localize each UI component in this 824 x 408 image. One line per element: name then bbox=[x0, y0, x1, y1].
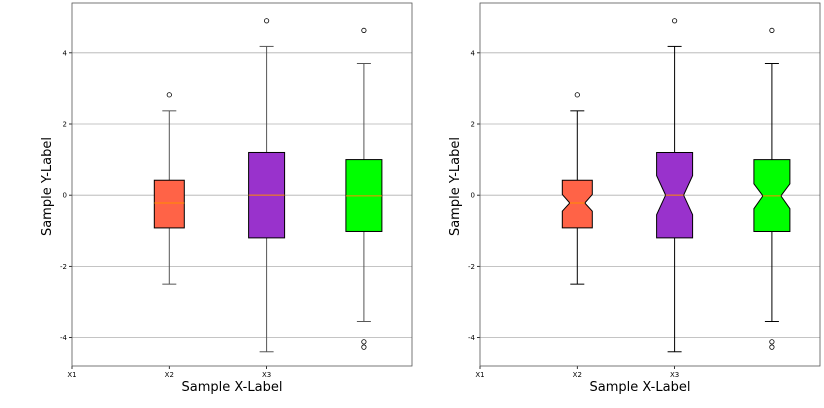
flier-point bbox=[769, 344, 775, 350]
x-tick-label: X1 bbox=[475, 371, 484, 379]
y-tick-label: 0 bbox=[63, 192, 67, 200]
flier-point bbox=[671, 18, 678, 24]
y-tick-label: -4 bbox=[60, 334, 68, 342]
flier-point bbox=[166, 92, 172, 98]
x-axis-label: Sample X-Label bbox=[182, 380, 283, 395]
x-tick-label: X3 bbox=[262, 371, 271, 379]
y-tick-label: 0 bbox=[471, 192, 475, 200]
x-tick-label: X2 bbox=[573, 371, 582, 379]
flier-point bbox=[263, 18, 270, 24]
flier-point bbox=[769, 339, 775, 345]
y-tick-label: 2 bbox=[471, 121, 475, 129]
y-axis-label: Sample Y-Label bbox=[448, 137, 463, 236]
x-tick-label: X1 bbox=[67, 371, 76, 379]
flier-point bbox=[769, 27, 775, 34]
notched-box bbox=[561, 179, 593, 229]
axes-frame bbox=[71, 2, 413, 367]
flier-point bbox=[361, 339, 367, 345]
y-axis-label: Sample Y-Label bbox=[40, 137, 55, 236]
box bbox=[153, 179, 185, 229]
y-tick-label: 4 bbox=[63, 49, 68, 57]
x-tick-label: X2 bbox=[165, 371, 174, 379]
y-tick-label: -2 bbox=[60, 263, 67, 271]
flier-point bbox=[361, 344, 367, 350]
axes-frame bbox=[479, 2, 821, 367]
flier-point bbox=[361, 27, 367, 34]
flier-point bbox=[574, 92, 580, 98]
y-tick-label: -2 bbox=[468, 263, 475, 271]
y-tick-label: -4 bbox=[468, 334, 476, 342]
x-axis-label: Sample X-Label bbox=[590, 380, 691, 395]
y-tick-label: 2 bbox=[63, 121, 67, 129]
x-tick-label: X3 bbox=[670, 371, 679, 379]
y-tick-label: 4 bbox=[471, 49, 476, 57]
